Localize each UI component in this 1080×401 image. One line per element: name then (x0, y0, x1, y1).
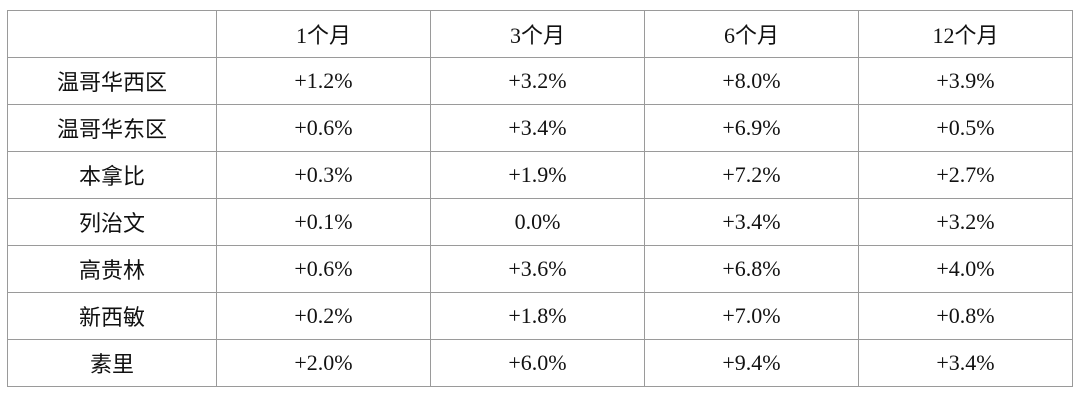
value-cell: +0.2% (216, 292, 431, 340)
data-row: 温哥华西区 +1.2% +3.2% +8.0% +3.9% (7, 57, 1073, 105)
value-cell: 0.0% (430, 198, 645, 246)
header-cell: 12个月 (858, 10, 1073, 58)
value-cell: +0.6% (216, 104, 431, 152)
value-cell: +0.3% (216, 151, 431, 199)
value-cell: +7.0% (644, 292, 859, 340)
value-cell: +3.6% (430, 245, 645, 293)
value-cell: +6.9% (644, 104, 859, 152)
value-cell: +8.0% (644, 57, 859, 105)
value-cell: +3.4% (430, 104, 645, 152)
region-cell: 温哥华西区 (7, 57, 217, 105)
region-cell: 素里 (7, 339, 217, 387)
region-cell: 列治文 (7, 198, 217, 246)
header-cell: 6个月 (644, 10, 859, 58)
value-cell: +3.4% (858, 339, 1073, 387)
region-cell: 高贵林 (7, 245, 217, 293)
value-cell: +3.9% (858, 57, 1073, 105)
data-row: 素里 +2.0% +6.0% +9.4% +3.4% (7, 339, 1073, 387)
value-cell: +3.4% (644, 198, 859, 246)
value-cell: +2.0% (216, 339, 431, 387)
region-cell: 本拿比 (7, 151, 217, 199)
data-row: 本拿比 +0.3% +1.9% +7.2% +2.7% (7, 151, 1073, 199)
value-cell: +0.1% (216, 198, 431, 246)
value-cell: +0.8% (858, 292, 1073, 340)
table-body: 1个月 3个月 6个月 12个月 温哥华西区 +1.2% +3.2% +8.0% +3.9% 温哥… (7, 10, 1073, 387)
value-cell: +6.0% (430, 339, 645, 387)
region-cell: 温哥华东区 (7, 104, 217, 152)
value-cell: +4.0% (858, 245, 1073, 293)
value-cell: +1.9% (430, 151, 645, 199)
value-cell: +7.2% (644, 151, 859, 199)
value-cell: +0.6% (216, 245, 431, 293)
price-change-table: 1个月 3个月 6个月 12个月 温哥华西区 +1.2% +3.2% +8.0% +3.9% 温哥… (7, 10, 1073, 387)
value-cell: +6.8% (644, 245, 859, 293)
data-row: 列治文 +0.1% 0.0% +3.4% +3.2% (7, 198, 1073, 246)
header-cell: 3个月 (430, 10, 645, 58)
data-row: 新西敏 +0.2% +1.8% +7.0% +0.8% (7, 292, 1073, 340)
value-cell: +1.2% (216, 57, 431, 105)
value-cell: +9.4% (644, 339, 859, 387)
value-cell: +3.2% (858, 198, 1073, 246)
data-row: 高贵林 +0.6% +3.6% +6.8% +4.0% (7, 245, 1073, 293)
data-row: 温哥华东区 +0.6% +3.4% +6.9% +0.5% (7, 104, 1073, 152)
region-cell: 新西敏 (7, 292, 217, 340)
value-cell: +3.2% (430, 57, 645, 105)
corner-cell (7, 10, 217, 58)
value-cell: +2.7% (858, 151, 1073, 199)
header-row: 1个月 3个月 6个月 12个月 (7, 10, 1073, 58)
value-cell: +1.8% (430, 292, 645, 340)
value-cell: +0.5% (858, 104, 1073, 152)
header-cell: 1个月 (216, 10, 431, 58)
